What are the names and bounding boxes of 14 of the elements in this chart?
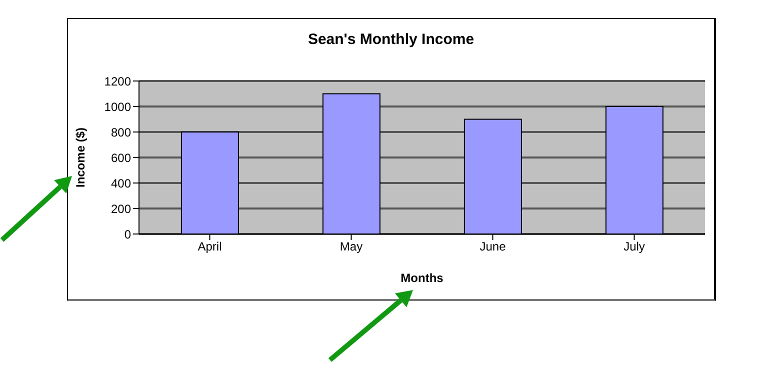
x-tick-label: April bbox=[198, 240, 222, 254]
x-tick-label: May bbox=[340, 240, 363, 254]
y-tick-label: 1200 bbox=[104, 74, 132, 88]
y-tick-label: 200 bbox=[110, 202, 132, 216]
y-tick-label: 400 bbox=[110, 176, 132, 190]
chart-title: Sean's Monthly Income bbox=[306, 31, 476, 48]
x-axis-title: Months bbox=[400, 271, 444, 285]
y-tick-label: 0 bbox=[124, 227, 132, 242]
y-tick-label: 1000 bbox=[104, 100, 132, 114]
y-axis-title: Income ($) bbox=[73, 127, 88, 188]
x-tick-label: July bbox=[624, 240, 645, 254]
y-tick-label: 600 bbox=[110, 150, 132, 165]
x-tick-label: June bbox=[480, 240, 506, 254]
y-tick-label: 800 bbox=[110, 125, 132, 140]
